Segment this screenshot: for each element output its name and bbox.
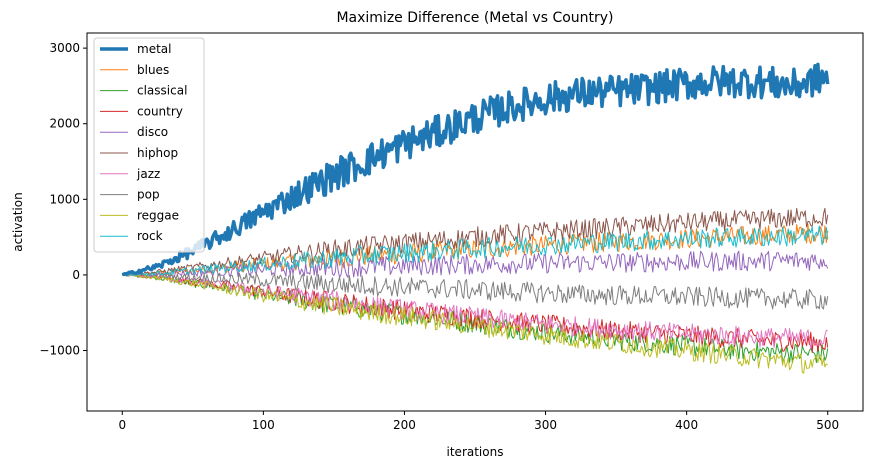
y-tick-label: 1000 [49,192,80,206]
y-tick-label: −1000 [39,344,80,358]
series-line-rock [122,225,829,276]
x-axis: 0 100 200 300 400 500 [118,411,839,432]
y-axis-label: activation [11,192,25,251]
series-line-pop [122,272,829,310]
legend-label: disco [137,125,168,139]
series-line-metal [121,62,830,277]
plot-frame [86,32,864,412]
x-tick-label: 500 [816,418,839,432]
legend-box [93,37,205,253]
plot-area [121,62,830,374]
series-line-hiphop [122,207,829,276]
legend-label: reggae [137,208,179,222]
series-line-reggae [122,274,828,374]
x-tick-label: 200 [393,418,416,432]
legend-label: blues [137,63,169,77]
x-tick-label: 100 [252,418,275,432]
legend-label: jazz [136,167,160,181]
x-tick-label: 300 [534,418,557,432]
series-line-disco [122,250,829,278]
y-tick-label: 0 [72,268,80,282]
chart-title: Maximize Difference (Metal vs Country) [336,10,613,26]
y-axis: −1000 0 1000 2000 3000 [39,41,87,358]
legend: metal blues classical country disco hiphop jaz… [93,37,205,253]
x-tick-label: 0 [118,418,126,432]
legend-label: hiphop [137,146,178,160]
y-tick-label: 2000 [49,117,80,131]
x-axis-label: iterations [447,445,504,459]
legend-label: rock [137,229,163,243]
legend-label: pop [137,188,160,202]
series-line-jazz [122,274,828,350]
y-tick-label: 3000 [49,41,80,55]
legend-label: classical [137,84,187,98]
x-tick-label: 400 [675,418,698,432]
legend-label: country [137,104,183,118]
legend-label: metal [137,42,171,56]
